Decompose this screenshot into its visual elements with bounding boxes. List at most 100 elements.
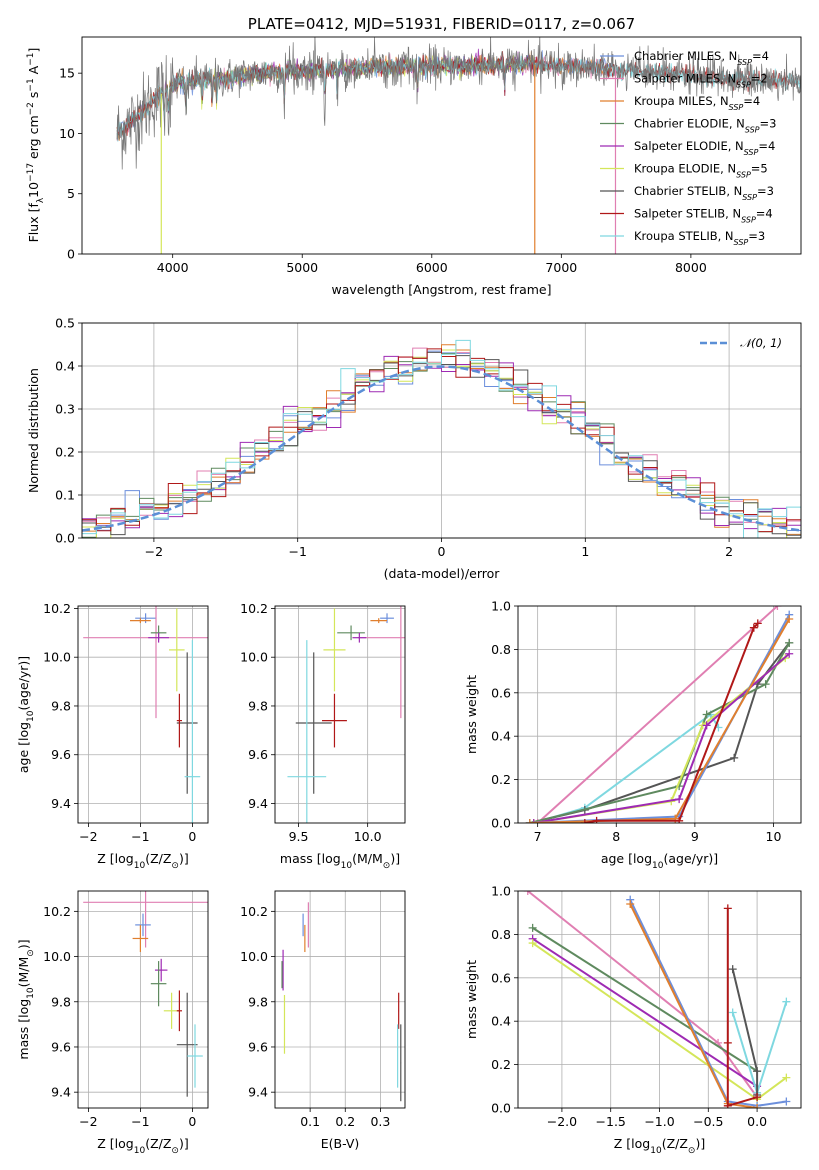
x-axis-label: (data-model)/error xyxy=(384,566,501,581)
x-tick-label: 1 xyxy=(581,544,589,559)
y-axis-label: age [log10(age/yr)] xyxy=(16,656,36,773)
cumulative-marker xyxy=(728,1008,737,1017)
y-tick-label: 9.6 xyxy=(51,747,71,762)
y-axis-label-part: −1 xyxy=(26,53,36,66)
y-tick-label: 0.0 xyxy=(55,531,75,546)
cumulative-marker xyxy=(782,1097,791,1106)
x-axis-label-part: E(B-V) xyxy=(321,1136,360,1151)
y-tick-label: 0.6 xyxy=(491,970,511,985)
chart-title: PLATE=0412, MJD=51931, FIBERID=0117, z=0… xyxy=(248,15,635,33)
legend-nssp: =4 xyxy=(743,94,760,108)
x-tick-label: 10.0 xyxy=(354,829,382,844)
x-tick-label: 8 xyxy=(612,829,620,844)
x-axis-label-part: age [log xyxy=(601,851,652,866)
cumulative-marker xyxy=(702,721,711,730)
x-tick-label: −2 xyxy=(79,829,97,844)
x-tick-label: 5000 xyxy=(286,260,318,275)
gaussian-curve xyxy=(82,365,801,532)
legend-sub: SSP xyxy=(744,148,759,157)
y-tick-label: 10 xyxy=(59,126,75,141)
x-tick-label: 0 xyxy=(438,544,446,559)
y-axis-label-part: ] xyxy=(26,48,41,53)
y-tick-label: 0.4 xyxy=(491,1014,511,1029)
x-axis-label-part: (Z/Z xyxy=(145,851,171,866)
x-tick-label: 10 xyxy=(766,829,782,844)
legend-name: Chabrier MILES, N xyxy=(634,49,737,63)
legend-name: Chabrier STELIB, N xyxy=(634,184,742,198)
cumulative-line xyxy=(532,937,758,1088)
x-axis-label: wavelength [Angstrom, rest frame] xyxy=(331,282,551,297)
x-tick-label: 7 xyxy=(534,829,542,844)
legend-sub: SSP xyxy=(736,80,751,89)
x-axis-label: Z [log10(Z/Z⊙)] xyxy=(614,1136,705,1156)
y-tick-label: 1.0 xyxy=(491,599,511,614)
cumulative-marker xyxy=(761,680,770,689)
cumulative-marker xyxy=(525,819,534,823)
y-tick-label: 9.4 xyxy=(51,1085,71,1100)
y-tick-label: 1.0 xyxy=(491,884,511,899)
axes-mass_vs_Z: −2 −1 0 9.4 9.6 9.8 10.0 10.2 xyxy=(43,890,209,1129)
y-axis-label-part: age [log xyxy=(16,722,31,773)
x-axis-label-part: 10 xyxy=(134,1146,146,1156)
plot-area-age_vs_Z xyxy=(83,606,208,823)
y-axis-label-part: ⊙ xyxy=(26,949,36,957)
legend-entry: Salpeter MILES, NSSP=2 xyxy=(634,72,768,90)
plot-area-spectrum xyxy=(116,37,801,254)
x-axis-label-part: Z [log xyxy=(97,1136,133,1151)
y-axis-label-part: A xyxy=(26,65,41,78)
y-tick-label: 0.6 xyxy=(491,685,511,700)
cumulative-marker xyxy=(580,819,589,823)
x-tick-label: 2 xyxy=(725,544,733,559)
y-axis-label: mass weight xyxy=(464,675,479,754)
legend-entry: Chabrier STELIB, NSSP=3 xyxy=(634,184,774,202)
y-tick-label: 9.4 xyxy=(248,1085,268,1100)
x-tick-label: 7000 xyxy=(545,260,577,275)
x-axis-label-part: Z [log xyxy=(614,1136,650,1151)
x-axis-label-part: )] xyxy=(390,851,400,866)
x-tick-label: −1 xyxy=(288,544,306,559)
legend-name: Kroupa MILES, N xyxy=(634,94,729,108)
cumulative-marker xyxy=(592,816,601,823)
cumulative-marker xyxy=(626,900,635,909)
cumulative-marker xyxy=(523,891,532,895)
plot-area-age_vs_mass xyxy=(287,606,405,823)
x-axis-label-part: ⊙ xyxy=(171,1146,179,1156)
y-tick-label: 9.8 xyxy=(51,994,71,1009)
cumulative-line xyxy=(731,968,759,1095)
y-axis-label-part: mass [log xyxy=(16,999,31,1060)
cumulative-line xyxy=(584,622,759,823)
legend-sub: SSP xyxy=(729,103,744,112)
y-axis-label-part: Flux [f xyxy=(26,203,41,243)
y-tick-label: 0.0 xyxy=(491,1101,511,1116)
y-tick-label: 10.0 xyxy=(43,949,71,964)
legend-entry: 𝒩(0, 1) xyxy=(740,336,782,350)
legend-entry: Chabrier MILES, NSSP=4 xyxy=(634,49,769,67)
y-tick-label: 9.6 xyxy=(248,747,268,762)
y-tick-label: 10.2 xyxy=(43,601,71,616)
cumulative-line xyxy=(731,1001,788,1097)
x-tick-label: −1.0 xyxy=(644,1114,674,1129)
legend-name: Kroupa STELIB, N xyxy=(634,229,734,243)
plot-area-cumulative_Z xyxy=(523,891,791,1108)
spectrum-model-line xyxy=(116,55,801,142)
legend-name: Chabrier ELODIE, N xyxy=(634,117,745,131)
x-axis-label-part: mass [log xyxy=(280,851,341,866)
legend-entry: Salpeter STELIB, NSSP=4 xyxy=(634,207,773,225)
x-axis-label-part: ⊙ xyxy=(688,1146,696,1156)
cumulative-marker xyxy=(728,965,737,974)
legend-sub: SSP xyxy=(742,193,757,202)
y-tick-label: 0 xyxy=(67,247,75,262)
x-axis-label-part: ⊙ xyxy=(171,861,179,871)
legend-sub: SSP xyxy=(741,215,756,224)
y-axis-label-part: (age/yr)] xyxy=(16,656,31,711)
axes-frame xyxy=(517,605,802,824)
x-tick-label: −2 xyxy=(145,544,163,559)
legend-nssp: =4 xyxy=(758,139,775,153)
cumulative-marker xyxy=(749,623,758,632)
legend-sub: SSP xyxy=(734,238,749,247)
x-axis-label-part: (age/yr)] xyxy=(663,851,718,866)
cumulative-line xyxy=(629,899,787,1107)
cumulative-line xyxy=(532,927,758,1072)
cumulative-marker xyxy=(529,819,538,823)
